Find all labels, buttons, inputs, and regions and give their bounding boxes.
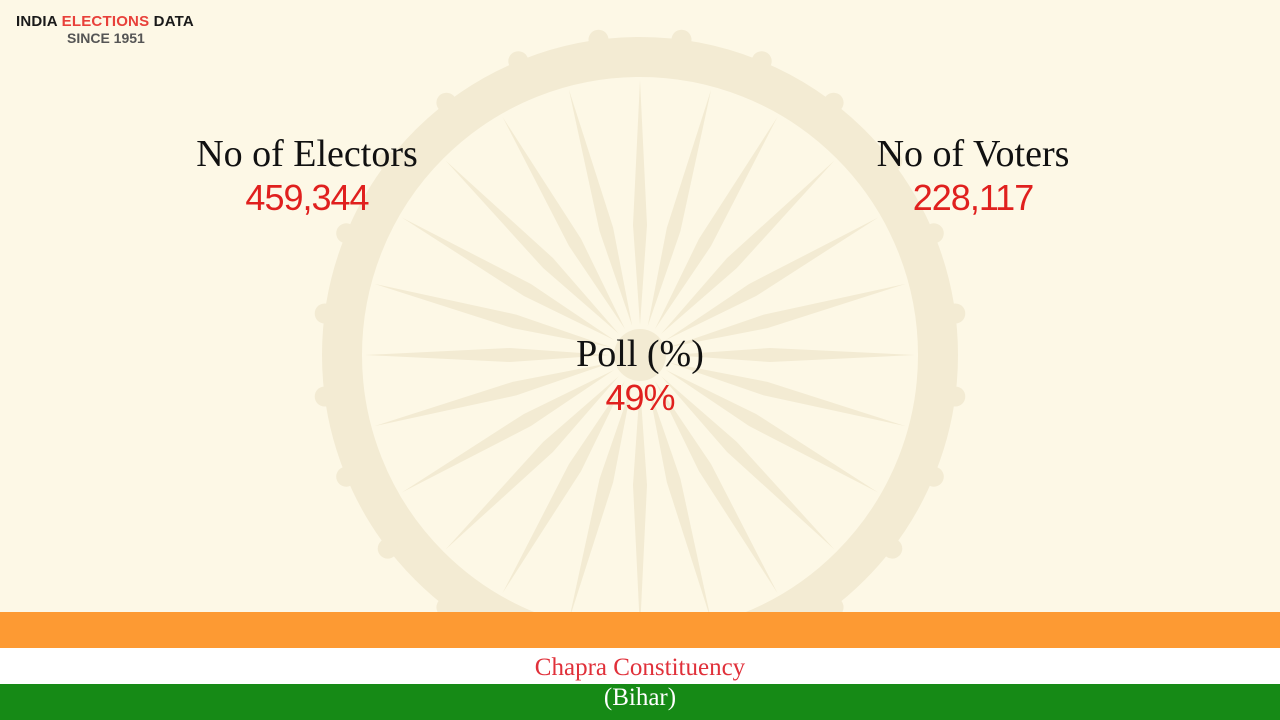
chakra-spoke: [665, 217, 879, 340]
state-name: (Bihar): [603, 684, 677, 711]
stat-label: No of Voters: [876, 133, 1070, 175]
chakra-spoke: [670, 348, 915, 362]
stat: No of Electors 459,344: [107, 132, 507, 220]
chakra-bead: [823, 92, 844, 113]
chakra-spoke: [661, 376, 835, 550]
chakra-bead: [945, 303, 966, 324]
chakra-spoke: [661, 160, 835, 334]
chakra-spoke: [655, 380, 778, 594]
chakra-spoke: [401, 217, 615, 340]
stat-label: Poll (%): [576, 333, 704, 375]
chakra-spoke: [445, 160, 619, 334]
logo-word: INDIA: [16, 13, 58, 30]
constituency-name: Chapra Constituency: [534, 654, 746, 681]
flag-band: [0, 684, 1280, 720]
flag-band: [0, 648, 1280, 684]
chakra-spoke: [568, 383, 633, 621]
logo: INDIA ELECTIONS DATA: [16, 13, 194, 30]
chakra-bead: [314, 303, 335, 324]
chakra-bead: [751, 51, 772, 72]
chakra-spoke: [665, 370, 879, 493]
chakra-spoke: [374, 283, 612, 348]
chakra-bead: [588, 29, 609, 50]
logo-tagline: SINCE 1951: [67, 30, 145, 46]
chakra-spoke: [647, 383, 712, 621]
chakra-spoke: [365, 348, 610, 362]
chakra-spoke: [647, 89, 712, 327]
stat: No of Voters 228,117: [773, 132, 1173, 220]
chakra-spoke: [445, 376, 619, 550]
chakra-bead: [945, 386, 966, 407]
chakra-spoke: [668, 362, 906, 427]
chakra-spoke: [668, 283, 906, 348]
stat-label: No of Electors: [196, 133, 418, 175]
chakra-spoke: [374, 362, 612, 427]
stat-value: 49%: [605, 377, 675, 418]
chakra-bead: [377, 538, 398, 559]
chakra-spoke: [568, 89, 633, 327]
flag-band: [0, 612, 1280, 648]
chakra-bead: [314, 386, 335, 407]
chakra-bead: [882, 538, 903, 559]
chakra-bead: [508, 51, 529, 72]
stat-value: 459,344: [245, 177, 369, 218]
chakra-spoke: [401, 370, 615, 493]
chakra-spoke: [633, 385, 647, 630]
stat: Poll (%) 49%: [440, 332, 840, 420]
chakra-bead: [336, 223, 357, 244]
chakra-bead: [882, 151, 903, 172]
stat-value: 228,117: [912, 177, 1034, 218]
chakra-bead: [671, 29, 692, 50]
chakra-bead: [923, 466, 944, 487]
logo-word: ELECTIONS: [61, 13, 150, 30]
chakra-bead: [923, 223, 944, 244]
chakra-bead: [377, 151, 398, 172]
chakra-bead: [336, 466, 357, 487]
chakra-spoke: [502, 116, 625, 330]
chakra-bead: [436, 92, 457, 113]
chakra-spoke: [655, 116, 778, 330]
chakra-spoke: [633, 80, 647, 325]
logo-word: DATA: [153, 13, 194, 30]
chakra-spoke: [502, 380, 625, 594]
chakra-hub: [614, 329, 666, 381]
